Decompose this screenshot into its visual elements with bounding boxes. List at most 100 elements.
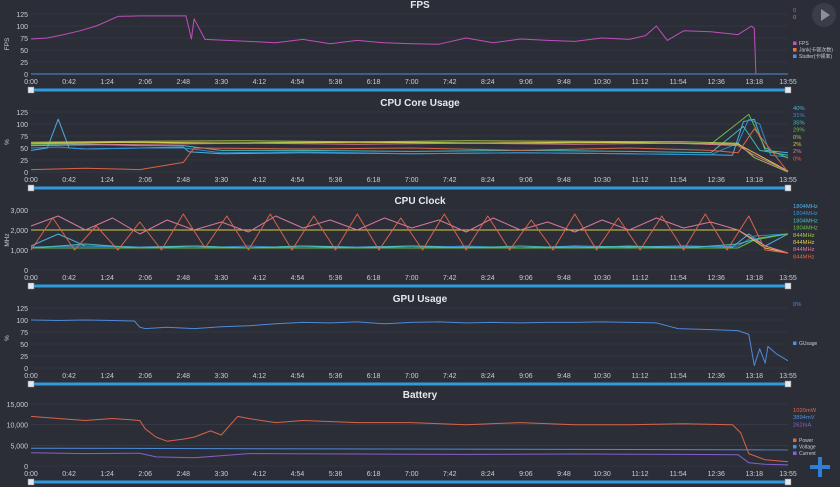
x-tick-label: 11:54 (670, 79, 687, 86)
series-line-cpu7 (30, 128, 789, 173)
x-tick-label: 13:55 (779, 177, 797, 184)
x-tick-label: 4:54 (291, 79, 305, 86)
x-tick-label: 5:36 (329, 275, 343, 282)
x-tick-label: 3:30 (215, 177, 229, 184)
y-tick-label: 100 (16, 122, 28, 129)
y-axis-label: % (4, 139, 11, 145)
y-tick-label: 1,000 (10, 248, 28, 255)
x-tick-label: 2:48 (176, 471, 190, 478)
x-tick-label: 11:54 (670, 373, 687, 380)
y-axis-label: MHz (4, 233, 11, 246)
legend-value-cpu1: 1804MHz (793, 211, 818, 217)
x-tick-label: 11:54 (670, 275, 687, 282)
y-tick-label: 2,000 (10, 228, 28, 235)
legend-value-gusage: 0% (793, 302, 801, 308)
time-range-slider[interactable] (31, 186, 788, 190)
x-tick-label: 0:42 (62, 373, 76, 380)
legend-value-cpu6: 2% (793, 149, 801, 155)
y-tick-label: 125 (16, 110, 28, 117)
x-tick-label: 4:54 (291, 275, 305, 282)
legend-label-voltage: Voltage (799, 445, 816, 451)
slider-handle-start[interactable] (27, 184, 35, 192)
time-range-slider[interactable] (31, 382, 788, 386)
x-tick-label: 11:12 (632, 471, 649, 478)
slider-handle-start[interactable] (27, 282, 35, 290)
legend-value-cpu5: 2% (793, 142, 801, 148)
y-tick-label: 25 (20, 354, 28, 361)
x-tick-label: 11:12 (632, 275, 649, 282)
legend-value-jank: 0 (793, 15, 796, 21)
slider-handle-start[interactable] (27, 478, 35, 486)
y-tick-label: 100 (16, 24, 28, 31)
x-tick-label: 8:24 (481, 275, 495, 282)
x-tick-label: 1:24 (100, 177, 114, 184)
x-tick-label: 9:06 (519, 373, 533, 380)
slider-handle-end[interactable] (784, 380, 792, 388)
legend-swatch-stutter (793, 54, 797, 58)
legend-label-stutter: Stutter(卡顿率) (799, 53, 832, 60)
y-axis-label: FPS (4, 37, 11, 50)
x-tick-label: 2:48 (176, 275, 190, 282)
legend-value-fps: 0 (793, 8, 796, 14)
slider-handle-start[interactable] (27, 380, 35, 388)
y-tick-label: 50 (20, 342, 28, 349)
play-button[interactable] (812, 3, 836, 27)
x-tick-label: 4:54 (291, 373, 305, 380)
legend-value-cpu2: 35% (793, 120, 805, 126)
y-tick-label: 50 (20, 48, 28, 55)
x-tick-label: 2:06 (138, 275, 152, 282)
slider-handle-end[interactable] (784, 478, 792, 486)
legend-label-power: Power (799, 438, 814, 444)
y-tick-label: 25 (20, 60, 28, 67)
time-range-slider[interactable] (31, 284, 788, 288)
x-tick-label: 10:30 (593, 275, 611, 282)
series-line-current (30, 452, 789, 466)
y-tick-label: 75 (20, 134, 28, 141)
legend-value-voltage: 3894mV (793, 415, 815, 421)
legend-label-jank: Jank(卡顿次数) (799, 47, 833, 54)
x-tick-label: 8:24 (481, 373, 495, 380)
x-tick-label: 9:06 (519, 177, 533, 184)
x-tick-label: 2:48 (176, 373, 190, 380)
x-tick-label: 7:00 (405, 79, 419, 86)
series-line-cpu2 (30, 125, 789, 156)
x-tick-label: 3:30 (215, 79, 229, 86)
x-tick-label: 3:30 (215, 275, 229, 282)
x-tick-label: 5:36 (329, 373, 343, 380)
slider-handle-end[interactable] (784, 282, 792, 290)
x-tick-label: 0:00 (24, 373, 38, 380)
x-tick-label: 12:36 (707, 79, 725, 86)
add-button[interactable] (808, 455, 832, 479)
y-tick-label: 0 (24, 170, 28, 177)
series-line-cpu7 (30, 213, 789, 254)
legend-value-cpu4: 0% (793, 135, 801, 141)
series-line-fps (30, 15, 788, 75)
y-tick-label: 75 (20, 36, 28, 43)
x-tick-label: 13:55 (779, 79, 797, 86)
x-tick-label: 6:18 (367, 177, 381, 184)
x-tick-label: 9:06 (519, 275, 533, 282)
series-line-cpu6 (30, 142, 789, 172)
x-tick-label: 2:06 (138, 471, 152, 478)
time-range-slider[interactable] (31, 480, 788, 484)
slider-handle-start[interactable] (27, 86, 35, 94)
y-tick-label: 50 (20, 146, 28, 153)
slider-handle-end[interactable] (784, 184, 792, 192)
legend-swatch-voltage (793, 445, 797, 449)
x-tick-label: 7:00 (405, 177, 419, 184)
x-tick-label: 10:30 (593, 79, 611, 86)
x-tick-label: 11:54 (670, 177, 687, 184)
legend-swatch-power (793, 438, 797, 442)
x-tick-label: 1:24 (100, 373, 114, 380)
x-tick-label: 4:54 (291, 177, 305, 184)
x-tick-label: 0:00 (24, 275, 38, 282)
time-range-slider[interactable] (31, 88, 788, 92)
x-tick-label: 10:30 (593, 177, 611, 184)
legend-label-current: Current (799, 451, 816, 457)
chart-title-1: CPU Core Usage (380, 98, 460, 109)
slider-handle-end[interactable] (784, 86, 792, 94)
x-tick-label: 13:18 (746, 79, 764, 86)
legend-value-cpu4: 844MHz (793, 233, 815, 239)
x-tick-label: 4:12 (253, 275, 267, 282)
series-line-power (30, 415, 789, 463)
